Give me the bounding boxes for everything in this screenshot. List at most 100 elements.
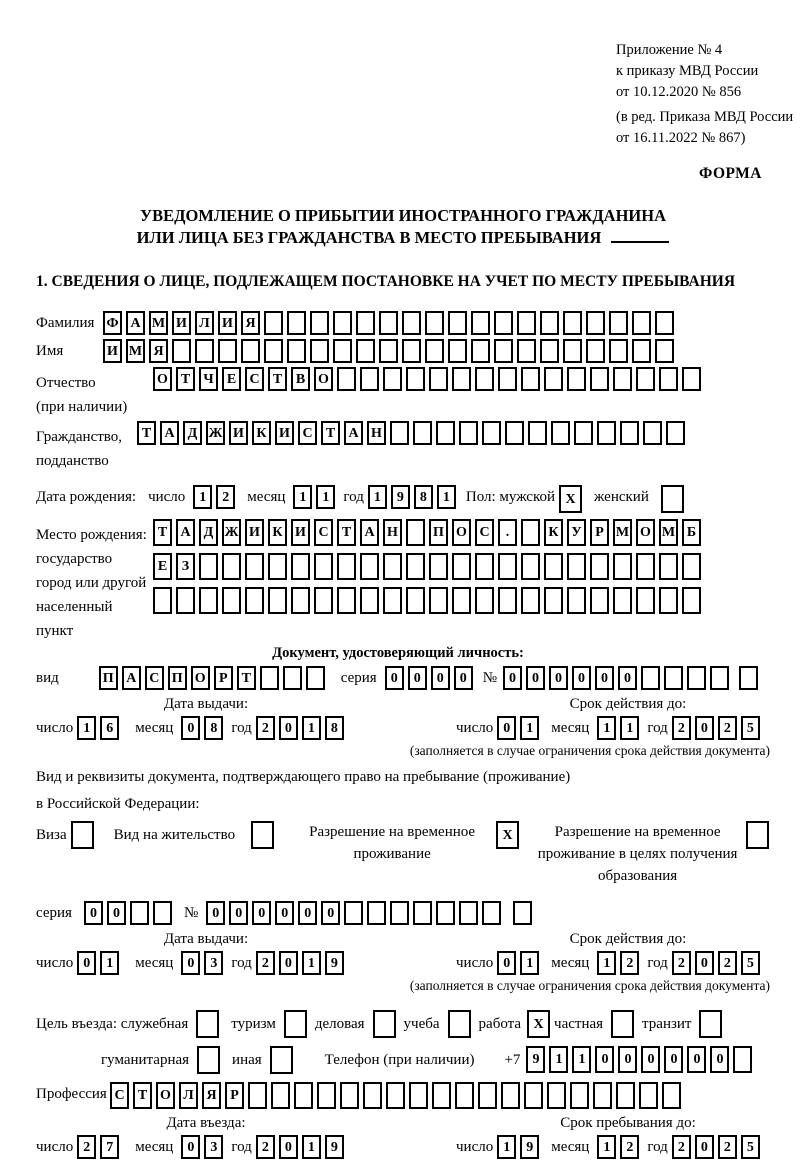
form-cell[interactable]: 1 — [520, 951, 540, 975]
form-cell[interactable] — [664, 666, 683, 690]
form-cell[interactable]: Л — [195, 311, 214, 335]
form-cell[interactable] — [620, 421, 639, 445]
form-cell[interactable] — [632, 339, 651, 363]
form-cell[interactable] — [337, 587, 356, 614]
form-cell[interactable] — [682, 553, 701, 580]
form-cell[interactable] — [402, 339, 421, 363]
form-cell[interactable]: С — [245, 367, 264, 391]
form-cell[interactable] — [282, 666, 302, 690]
form-cell[interactable] — [390, 901, 410, 925]
form-cell[interactable]: 9 — [324, 1135, 344, 1159]
form-cell[interactable]: 9 — [520, 1135, 540, 1159]
form-cell[interactable] — [540, 311, 559, 335]
form-cell[interactable] — [455, 1082, 474, 1109]
form-cell[interactable]: 0 — [278, 1135, 298, 1159]
form-cell[interactable]: 1 — [549, 1046, 569, 1073]
form-cell[interactable] — [521, 367, 540, 391]
form-cell[interactable]: X — [496, 821, 520, 849]
form-cell[interactable]: Ж — [222, 519, 241, 546]
form-cell[interactable] — [521, 587, 540, 614]
form-cell[interactable]: Т — [133, 1082, 152, 1109]
form-cell[interactable] — [287, 339, 306, 363]
form-cell[interactable]: Н — [383, 519, 402, 546]
form-cell[interactable]: 0 — [83, 901, 103, 925]
form-cell[interactable]: Я — [149, 339, 168, 363]
form-cell[interactable] — [733, 1046, 753, 1073]
form-cell[interactable]: 2 — [216, 485, 236, 509]
form-cell[interactable] — [372, 1010, 396, 1038]
form-cell[interactable] — [636, 553, 655, 580]
form-cell[interactable] — [699, 1010, 723, 1038]
form-cell[interactable] — [452, 587, 471, 614]
form-cell[interactable]: Е — [222, 367, 241, 391]
form-cell[interactable] — [314, 553, 333, 580]
form-cell[interactable]: 1 — [497, 1135, 517, 1159]
form-cell[interactable] — [521, 519, 540, 546]
form-cell[interactable]: 2 — [255, 1135, 275, 1159]
form-cell[interactable] — [379, 339, 398, 363]
form-cell[interactable]: 0 — [503, 666, 522, 690]
form-cell[interactable]: Т — [153, 519, 172, 546]
form-cell[interactable] — [636, 587, 655, 614]
form-cell[interactable] — [425, 339, 444, 363]
form-cell[interactable]: 0 — [77, 951, 97, 975]
form-cell[interactable] — [632, 311, 651, 335]
form-cell[interactable] — [390, 421, 409, 445]
form-cell[interactable] — [153, 587, 172, 614]
form-cell[interactable] — [666, 421, 685, 445]
form-cell[interactable]: О — [636, 519, 655, 546]
form-cell[interactable] — [655, 311, 674, 335]
form-cell[interactable]: Б — [682, 519, 701, 546]
form-cell[interactable] — [655, 339, 674, 363]
form-cell[interactable]: 2 — [717, 1135, 737, 1159]
form-cell[interactable]: 0 — [641, 1046, 661, 1073]
form-cell[interactable]: 0 — [710, 1046, 730, 1073]
form-cell[interactable] — [452, 367, 471, 391]
form-cell[interactable]: 2 — [255, 951, 275, 975]
form-cell[interactable]: 3 — [204, 1135, 224, 1159]
form-cell[interactable]: И — [172, 311, 191, 335]
form-cell[interactable]: С — [110, 1082, 129, 1109]
form-cell[interactable]: 5 — [740, 716, 760, 740]
form-cell[interactable]: 0 — [549, 666, 568, 690]
form-cell[interactable] — [687, 666, 706, 690]
form-cell[interactable]: 1 — [572, 1046, 592, 1073]
form-cell[interactable] — [447, 1010, 471, 1038]
form-cell[interactable]: 0 — [106, 901, 126, 925]
form-cell[interactable] — [367, 901, 387, 925]
form-cell[interactable]: 2 — [671, 951, 691, 975]
form-cell[interactable]: С — [314, 519, 333, 546]
form-cell[interactable] — [544, 553, 563, 580]
form-cell[interactable] — [590, 587, 609, 614]
form-cell[interactable]: 2 — [255, 716, 275, 740]
form-cell[interactable] — [429, 587, 448, 614]
form-cell[interactable] — [498, 367, 517, 391]
form-cell[interactable] — [659, 367, 678, 391]
form-cell[interactable]: 1 — [597, 951, 617, 975]
form-cell[interactable]: Ж — [206, 421, 225, 445]
form-cell[interactable] — [517, 311, 536, 335]
form-cell[interactable]: 8 — [204, 716, 224, 740]
form-cell[interactable]: Ф — [103, 311, 122, 335]
form-cell[interactable]: Т — [137, 421, 156, 445]
form-cell[interactable] — [494, 311, 513, 335]
form-cell[interactable] — [70, 821, 94, 849]
form-cell[interactable] — [639, 1082, 658, 1109]
form-cell[interactable]: 1 — [436, 485, 456, 509]
form-cell[interactable] — [337, 367, 356, 391]
form-cell[interactable] — [196, 1010, 220, 1038]
form-cell[interactable]: Р — [213, 666, 233, 690]
form-cell[interactable] — [406, 367, 425, 391]
form-cell[interactable] — [544, 587, 563, 614]
form-cell[interactable]: 0 — [526, 666, 545, 690]
form-cell[interactable] — [317, 1082, 336, 1109]
form-cell[interactable] — [245, 553, 264, 580]
form-cell[interactable]: П — [98, 666, 118, 690]
form-cell[interactable] — [251, 821, 275, 849]
form-cell[interactable]: И — [275, 421, 294, 445]
form-cell[interactable]: 2 — [620, 951, 640, 975]
form-cell[interactable]: 2 — [671, 1135, 691, 1159]
form-cell[interactable] — [406, 553, 425, 580]
form-cell[interactable] — [291, 587, 310, 614]
form-cell[interactable]: 2 — [717, 716, 737, 740]
